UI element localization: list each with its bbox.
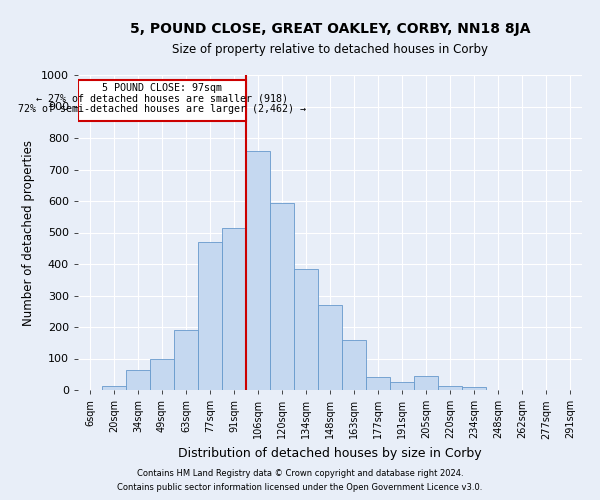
Bar <box>150 358 174 390</box>
Bar <box>366 378 390 390</box>
Bar <box>294 268 318 390</box>
Bar <box>246 150 270 390</box>
Bar <box>342 340 366 390</box>
Text: Contains HM Land Registry data © Crown copyright and database right 2024.: Contains HM Land Registry data © Crown c… <box>137 468 463 477</box>
Bar <box>126 370 150 390</box>
Text: Size of property relative to detached houses in Corby: Size of property relative to detached ho… <box>172 42 488 56</box>
Text: 5, POUND CLOSE, GREAT OAKLEY, CORBY, NN18 8JA: 5, POUND CLOSE, GREAT OAKLEY, CORBY, NN1… <box>130 22 530 36</box>
X-axis label: Distribution of detached houses by size in Corby: Distribution of detached houses by size … <box>178 447 482 460</box>
Bar <box>462 388 486 390</box>
Text: 72% of semi-detached houses are larger (2,462) →: 72% of semi-detached houses are larger (… <box>18 104 306 114</box>
Bar <box>390 382 414 390</box>
FancyBboxPatch shape <box>78 80 246 120</box>
Y-axis label: Number of detached properties: Number of detached properties <box>22 140 35 326</box>
Text: Contains public sector information licensed under the Open Government Licence v3: Contains public sector information licen… <box>118 484 482 492</box>
Bar <box>102 386 126 390</box>
Text: 5 POUND CLOSE: 97sqm: 5 POUND CLOSE: 97sqm <box>102 83 222 93</box>
Text: ← 27% of detached houses are smaller (918): ← 27% of detached houses are smaller (91… <box>36 94 288 104</box>
Bar <box>198 242 222 390</box>
Bar <box>318 305 342 390</box>
Bar <box>174 330 198 390</box>
Bar <box>270 202 294 390</box>
Bar <box>438 386 462 390</box>
Bar <box>414 376 438 390</box>
Bar <box>222 228 246 390</box>
